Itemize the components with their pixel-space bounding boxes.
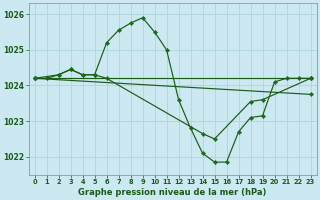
X-axis label: Graphe pression niveau de la mer (hPa): Graphe pression niveau de la mer (hPa) xyxy=(78,188,267,197)
